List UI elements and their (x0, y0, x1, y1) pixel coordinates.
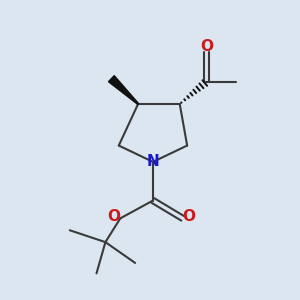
Text: O: O (183, 209, 196, 224)
Polygon shape (109, 76, 139, 104)
Text: N: N (147, 154, 159, 169)
Text: O: O (200, 39, 213, 54)
Text: O: O (107, 209, 120, 224)
